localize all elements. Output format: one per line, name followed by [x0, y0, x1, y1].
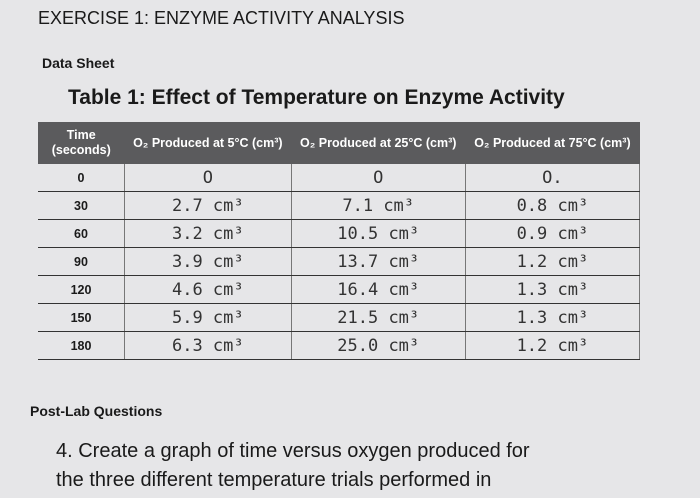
cell-value: 5.9 cm³ [124, 303, 292, 332]
cell-value: O [291, 164, 466, 192]
cell-value: 13.7 cm³ [291, 247, 466, 276]
cell-value: 25.0 cm³ [291, 331, 466, 360]
cell-value: 16.4 cm³ [291, 275, 466, 304]
table-row: 30 2.7 cm³ 7.1 cm³ 0.8 cm³ [38, 191, 641, 220]
cell-value: 10.5 cm³ [291, 219, 466, 248]
table-row: 0 O O O. [38, 164, 641, 192]
cell-value: 4.6 cm³ [124, 275, 292, 304]
time-cell: 180 [38, 331, 125, 360]
cell-value: 1.3 cm³ [465, 303, 641, 332]
cell-value: 6.3 cm³ [124, 331, 292, 360]
cell-value: 1.3 cm³ [465, 275, 641, 304]
column-header: O₂ Produced at 5°C (cm³) [124, 122, 292, 164]
time-cell: 120 [38, 275, 125, 304]
column-header: O₂ Produced at 25°C (cm³) [291, 122, 466, 164]
question-line: 4. Create a graph of time versus oxygen … [56, 440, 530, 462]
data-table: Time (seconds) O₂ Produced at 5°C (cm³) O₂… [38, 122, 641, 360]
cell-value: 1.2 cm³ [465, 247, 641, 276]
exercise-title: EXERCISE 1: ENZYME ACTIVITY ANALYSIS [38, 8, 405, 28]
questions-heading: Post-Lab Questions [30, 403, 163, 419]
table-row: 90 3.9 cm³ 13.7 cm³ 1.2 cm³ [38, 247, 641, 276]
table-body: 0 O O O. 30 2.7 cm³ 7.1 cm³ 0.8 cm³ 60 3.2 cm³ 10.… [38, 164, 641, 360]
question-line: the three different temperature trials p… [56, 469, 492, 491]
time-cell: 30 [38, 191, 125, 220]
table-row: 180 6.3 cm³ 25.0 cm³ 1.2 cm³ [38, 331, 641, 360]
table-row: 60 3.2 cm³ 10.5 cm³ 0.9 cm³ [38, 219, 641, 248]
cell-value: 0.8 cm³ [465, 191, 641, 220]
cell-value: O. [465, 164, 641, 192]
cell-value: 3.9 cm³ [124, 247, 292, 276]
table-row: 150 5.9 cm³ 21.5 cm³ 1.3 cm³ [38, 303, 641, 332]
cell-value: 21.5 cm³ [291, 303, 466, 332]
cell-value: O [124, 164, 292, 192]
cell-value: 0.9 cm³ [465, 219, 641, 248]
cell-value: 7.1 cm³ [291, 191, 466, 220]
cell-value: 2.7 cm³ [124, 191, 292, 220]
column-header: Time (seconds) [38, 122, 125, 164]
data-sheet-label: Data Sheet [42, 55, 115, 71]
cell-value: 3.2 cm³ [124, 219, 292, 248]
table-title: Table 1: Effect of Temperature on Enzyme… [68, 86, 565, 109]
time-cell: 60 [38, 219, 125, 248]
time-cell: 150 [38, 303, 125, 332]
header-row: Time (seconds) O₂ Produced at 5°C (cm³) O₂… [38, 122, 640, 164]
time-cell: 0 [38, 164, 125, 192]
column-header: O₂ Produced at 75°C (cm³) [465, 122, 640, 164]
cell-value: 1.2 cm³ [465, 331, 641, 360]
table-row: 120 4.6 cm³ 16.4 cm³ 1.3 cm³ [38, 275, 641, 304]
time-cell: 90 [38, 247, 125, 276]
